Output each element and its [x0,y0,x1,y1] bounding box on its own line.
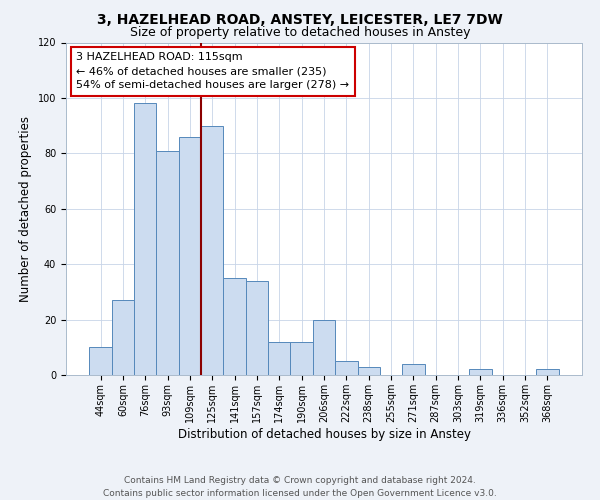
Bar [179,136,201,375]
Bar [313,320,335,375]
Bar [358,366,380,375]
Bar [335,361,358,375]
Bar [246,281,268,375]
Bar [469,370,491,375]
Bar [268,342,290,375]
Text: 3, HAZELHEAD ROAD, ANSTEY, LEICESTER, LE7 7DW: 3, HAZELHEAD ROAD, ANSTEY, LEICESTER, LE… [97,12,503,26]
Bar [157,150,179,375]
Bar [201,126,223,375]
Bar [134,104,157,375]
Bar [290,342,313,375]
Bar [402,364,425,375]
Y-axis label: Number of detached properties: Number of detached properties [19,116,32,302]
X-axis label: Distribution of detached houses by size in Anstey: Distribution of detached houses by size … [178,428,470,440]
Bar [536,370,559,375]
Text: 3 HAZELHEAD ROAD: 115sqm
← 46% of detached houses are smaller (235)
54% of semi-: 3 HAZELHEAD ROAD: 115sqm ← 46% of detach… [76,52,349,90]
Bar [223,278,246,375]
Bar [112,300,134,375]
Text: Size of property relative to detached houses in Anstey: Size of property relative to detached ho… [130,26,470,39]
Bar [89,348,112,375]
Text: Contains HM Land Registry data © Crown copyright and database right 2024.
Contai: Contains HM Land Registry data © Crown c… [103,476,497,498]
